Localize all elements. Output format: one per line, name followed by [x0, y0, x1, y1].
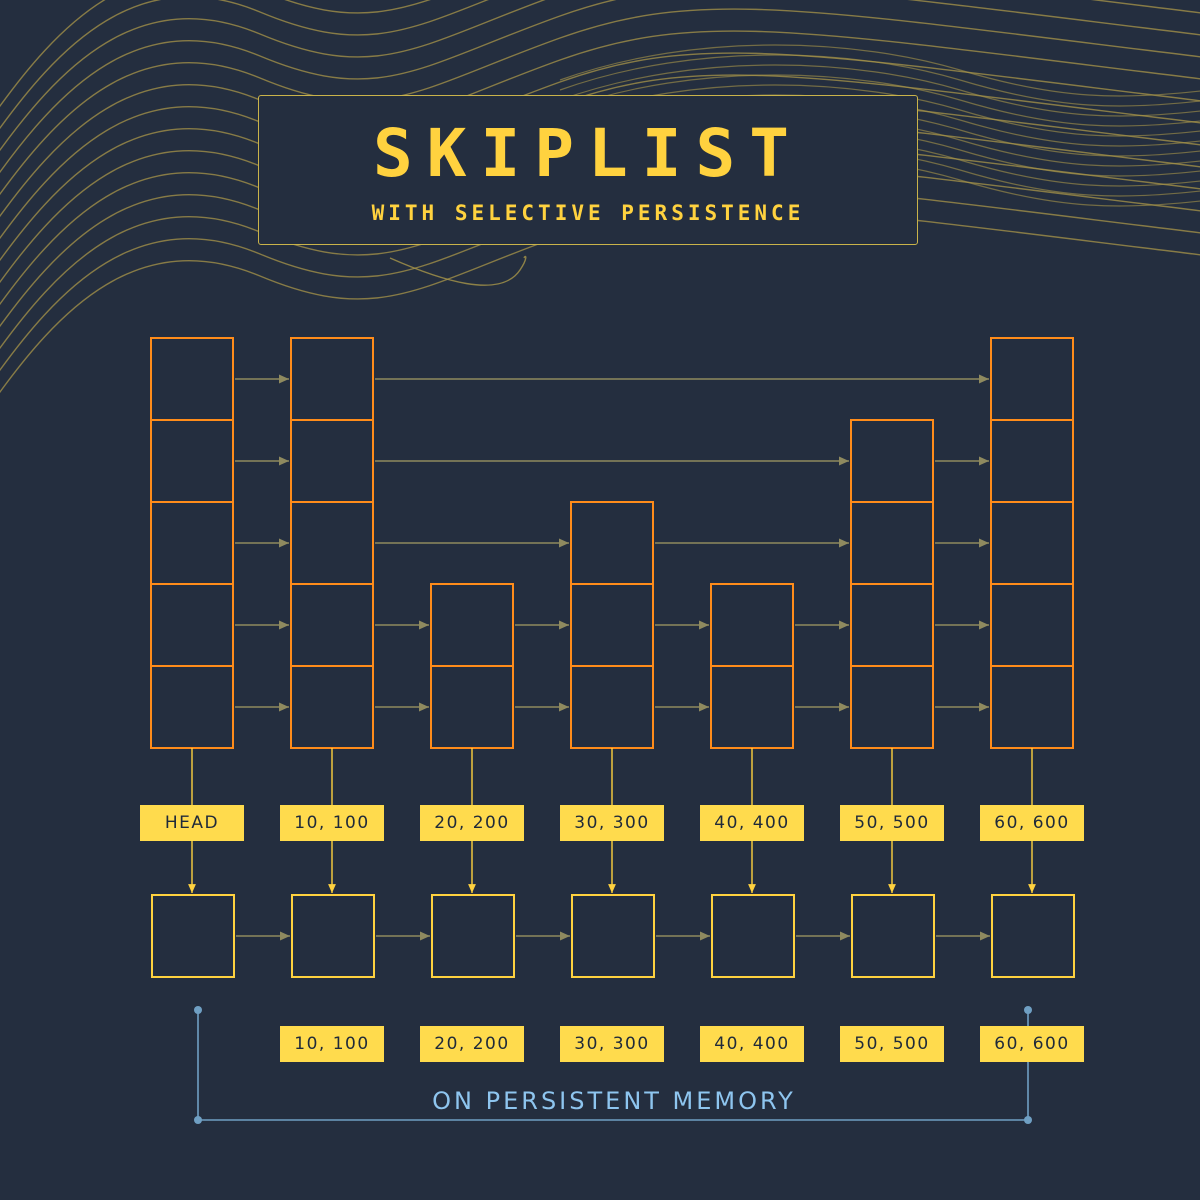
- tower-cell: [290, 665, 374, 749]
- tower-cell: [290, 501, 374, 585]
- skiplist-tower: [290, 337, 374, 749]
- list-node: [431, 894, 515, 978]
- node-key-label: HEAD: [140, 805, 244, 841]
- persistent-value-label: 60, 600: [980, 1026, 1084, 1062]
- wave-line: [559, 44, 1200, 97]
- tower-cell: [570, 583, 654, 667]
- page-subtitle: WITH SELECTIVE PERSISTENCE: [371, 201, 805, 225]
- persistent-value-label: 30, 300: [560, 1026, 664, 1062]
- persistent-memory-label: ON PERSISTENT MEMORY: [432, 1087, 796, 1115]
- persistent-value-label: 20, 200: [420, 1026, 524, 1062]
- persistent-memory-bracket: [197, 1010, 1029, 1121]
- wave-line: [0, 0, 1200, 152]
- list-node: [851, 894, 935, 978]
- node-key-label: 20, 200: [420, 805, 524, 841]
- persistent-value-label: 40, 400: [700, 1026, 804, 1062]
- skiplist-tower: [850, 419, 934, 749]
- wave-line: [559, 54, 1200, 107]
- tower-cell: [990, 501, 1074, 585]
- skiplist-tower: [710, 583, 794, 749]
- tower-cell: [990, 337, 1074, 421]
- tower-cell: [570, 665, 654, 749]
- tower-cell: [710, 583, 794, 667]
- skiplist-tower: [570, 501, 654, 749]
- tower-cell: [290, 419, 374, 503]
- tower-cell: [850, 583, 934, 667]
- tower-cell: [290, 337, 374, 421]
- list-node: [711, 894, 795, 978]
- tower-cell: [150, 419, 234, 503]
- tower-cell: [710, 665, 794, 749]
- tower-cell: [570, 501, 654, 585]
- bracket-endpoint: [1024, 1006, 1032, 1014]
- list-node: [151, 894, 235, 978]
- tower-cell: [150, 337, 234, 421]
- skiplist-tower: [150, 337, 234, 749]
- tower-cell: [850, 665, 934, 749]
- list-node: [291, 894, 375, 978]
- wave-line: [559, 84, 1200, 137]
- tower-cell: [990, 419, 1074, 503]
- tower-cell: [850, 501, 934, 585]
- wave-line: [0, 8, 1200, 196]
- tower-cell: [990, 583, 1074, 667]
- node-key-label: 50, 500: [840, 805, 944, 841]
- node-key-label: 10, 100: [280, 805, 384, 841]
- bracket-endpoint: [194, 1116, 202, 1124]
- node-key-label: 60, 600: [980, 805, 1084, 841]
- persistent-value-label: 50, 500: [840, 1026, 944, 1062]
- persistent-value-label: 10, 100: [280, 1026, 384, 1062]
- tower-cell: [430, 665, 514, 749]
- bracket-endpoint: [1024, 1116, 1032, 1124]
- bracket-endpoint: [194, 1006, 202, 1014]
- tower-cell: [430, 583, 514, 667]
- tower-cell: [150, 665, 234, 749]
- skiplist-tower: [430, 583, 514, 749]
- tower-cell: [990, 665, 1074, 749]
- node-key-label: 40, 400: [700, 805, 804, 841]
- wave-line: [559, 64, 1200, 117]
- node-key-label: 30, 300: [560, 805, 664, 841]
- tower-cell: [290, 583, 374, 667]
- list-node: [991, 894, 1075, 978]
- tower-cell: [150, 501, 234, 585]
- skiplist-tower: [990, 337, 1074, 749]
- wave-line: [559, 74, 1200, 127]
- tower-cell: [150, 583, 234, 667]
- page-title: SKIPLIST: [373, 115, 803, 192]
- wave-line: [389, 255, 527, 286]
- wave-line: [0, 0, 489, 130]
- tower-cell: [850, 419, 934, 503]
- wave-line: [0, 0, 1200, 174]
- list-node: [571, 894, 655, 978]
- title-box: SKIPLIST WITH SELECTIVE PERSISTENCE: [258, 95, 918, 245]
